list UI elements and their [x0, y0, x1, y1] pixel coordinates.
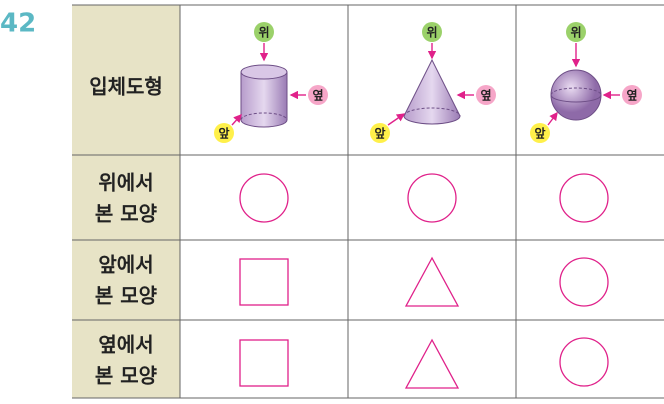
- label-badge: [476, 85, 496, 105]
- label-badge: [622, 85, 642, 105]
- arrow: [231, 113, 242, 126]
- row-header: 앞에서: [98, 253, 153, 277]
- view-label: 위: [570, 26, 581, 40]
- view-labels: 위옆앞 위옆앞 위옆앞: [214, 22, 642, 143]
- arrow: [547, 111, 558, 126]
- row-header: 본 모양: [95, 284, 158, 308]
- view-label: 위: [426, 26, 437, 40]
- view-label: 앞: [374, 127, 385, 141]
- view-label: 옆: [626, 89, 637, 103]
- label-badge: [308, 85, 328, 105]
- answers: [239, 173, 609, 389]
- label-badge: [530, 123, 550, 143]
- view-label: 옆: [480, 89, 491, 103]
- row-header: 위에서: [98, 171, 153, 195]
- row-header: 본 모양: [95, 202, 158, 226]
- label-badge: [370, 123, 390, 143]
- view-label: 앞: [218, 127, 229, 141]
- label-badge: [422, 22, 442, 42]
- arrow: [387, 113, 406, 126]
- table: 입체도형 위에서 본 모양 앞에서 본 모양 옆에서 본 모양: [72, 4, 664, 399]
- label-badge: [254, 22, 274, 42]
- cylinder: [240, 64, 288, 128]
- view-label: 위: [258, 26, 269, 40]
- row-header: 본 모양: [95, 364, 158, 388]
- label-badge: [214, 123, 234, 143]
- view-label: 앞: [534, 127, 545, 141]
- sphere: [550, 69, 602, 121]
- row-header: 입체도형: [89, 75, 163, 99]
- label-badge: [566, 22, 586, 42]
- cone: [403, 58, 461, 125]
- row-header: 옆에서: [98, 333, 153, 357]
- problem-number: 42: [0, 9, 36, 39]
- view-label: 옆: [312, 89, 323, 103]
